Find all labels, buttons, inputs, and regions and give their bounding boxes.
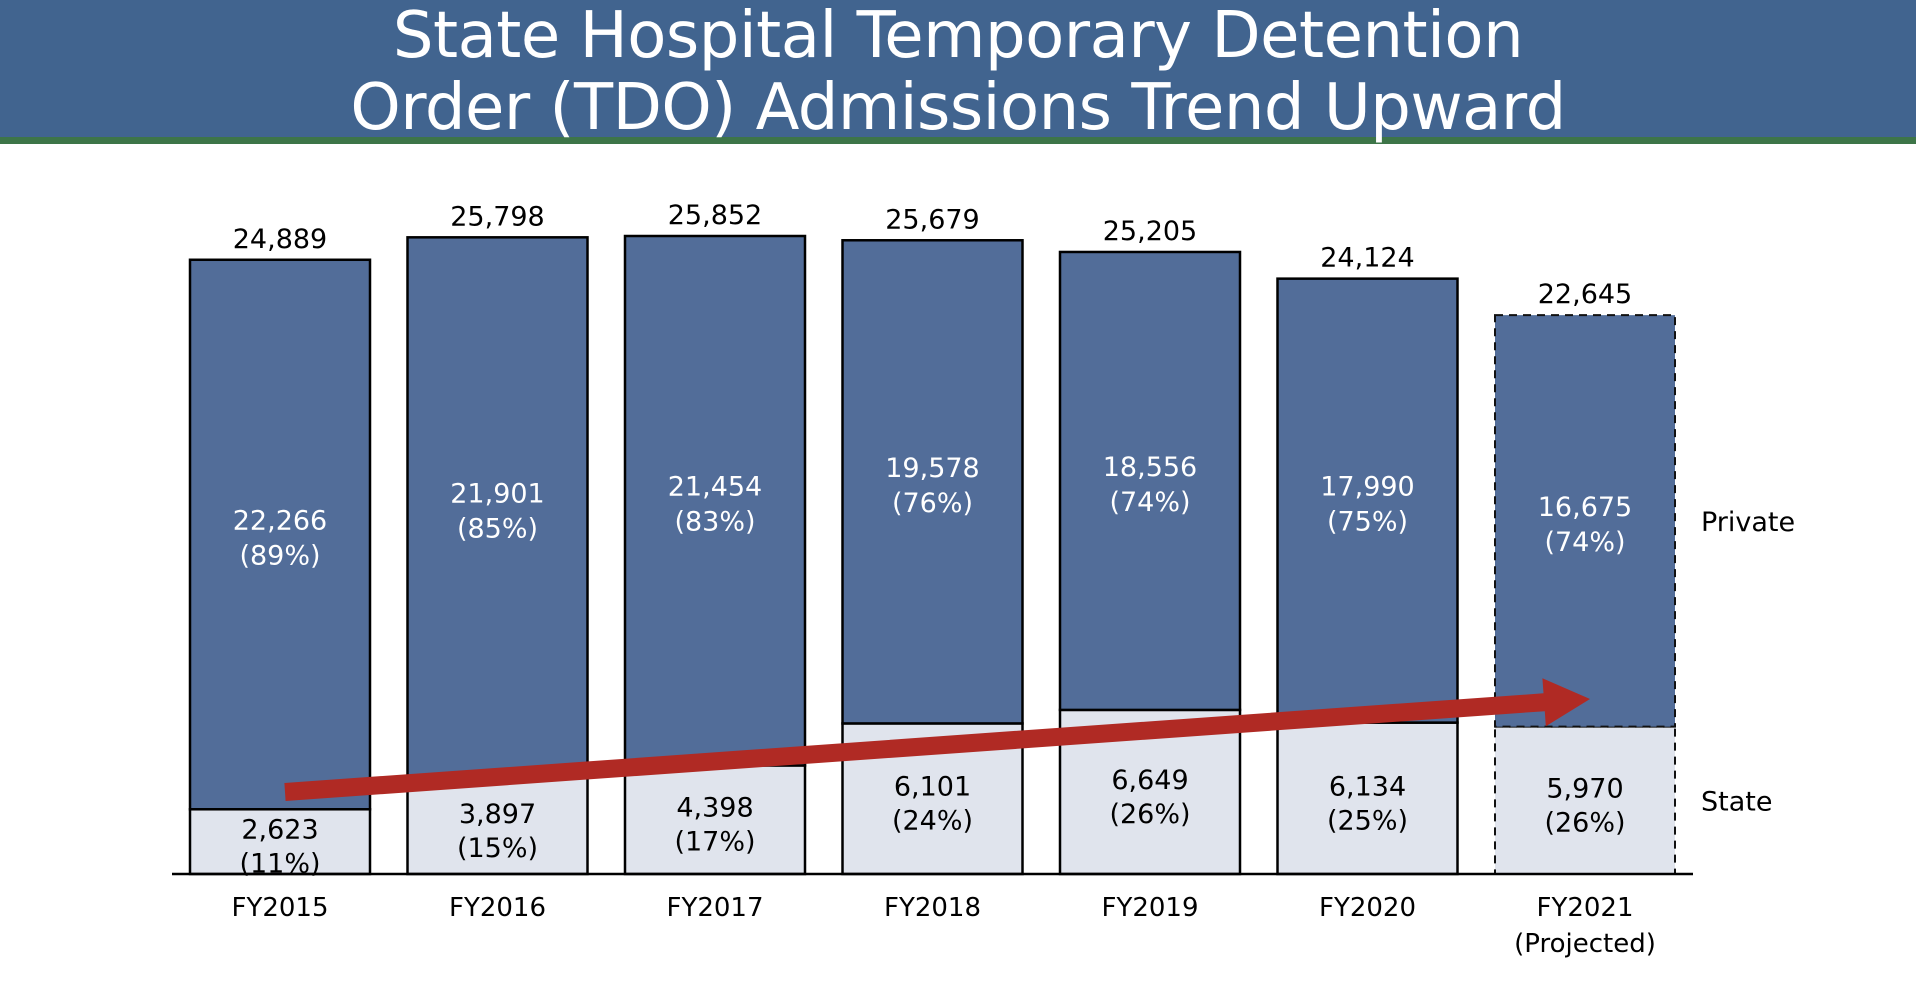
private-value-label: 16,675 bbox=[1538, 492, 1632, 523]
state-value-label: 5,970 bbox=[1546, 773, 1623, 804]
private-percent-label: (85%) bbox=[457, 514, 538, 545]
state-percent-label: (24%) bbox=[892, 806, 973, 837]
state-value-label: 6,134 bbox=[1329, 771, 1406, 802]
private-percent-label: (74%) bbox=[1544, 527, 1625, 558]
total-label: 24,889 bbox=[233, 224, 327, 255]
private-value-label: 22,266 bbox=[233, 506, 327, 537]
trend-arrow bbox=[284, 678, 1590, 801]
bar-private-fy2016 bbox=[406, 236, 589, 780]
private-value-label: 19,578 bbox=[885, 453, 979, 484]
x-tick-label: FY2020 bbox=[1319, 893, 1416, 923]
state-percent-label: (15%) bbox=[457, 833, 538, 864]
x-tick-label: FY2019 bbox=[1101, 893, 1198, 923]
total-label: 22,645 bbox=[1538, 279, 1632, 310]
bar-private-fy2020 bbox=[1276, 277, 1459, 724]
page-title: State Hospital Temporary Detention Order… bbox=[0, 0, 1916, 144]
private-value-label: 21,901 bbox=[450, 479, 544, 510]
x-tick-label: FY2018 bbox=[884, 893, 981, 923]
title-banner: State Hospital Temporary Detention Order… bbox=[0, 0, 1916, 144]
private-value-label: 21,454 bbox=[668, 472, 762, 503]
private-percent-label: (76%) bbox=[892, 488, 973, 519]
legend-private: Private bbox=[1701, 507, 1795, 538]
private-percent-label: (74%) bbox=[1109, 487, 1190, 518]
x-tick-label: FY2021 bbox=[1536, 893, 1633, 923]
state-value-label: 2,623 bbox=[241, 815, 318, 846]
x-tick-sublabel: (Projected) bbox=[1514, 929, 1656, 959]
state-percent-label: (25%) bbox=[1327, 805, 1408, 836]
bar-private-fy2019 bbox=[1058, 250, 1242, 712]
x-tick-label: FY2015 bbox=[231, 893, 328, 923]
state-percent-label: (26%) bbox=[1109, 799, 1190, 830]
private-percent-label: (83%) bbox=[674, 507, 755, 538]
total-label: 25,852 bbox=[668, 200, 762, 231]
x-tick-label: FY2016 bbox=[449, 893, 546, 923]
state-percent-label: (26%) bbox=[1544, 807, 1625, 838]
state-value-label: 4,398 bbox=[676, 793, 753, 824]
private-percent-label: (75%) bbox=[1327, 507, 1408, 538]
state-value-label: 6,649 bbox=[1111, 765, 1188, 796]
x-tick-label: FY2017 bbox=[666, 893, 763, 923]
bar-state-fy2016 bbox=[406, 776, 589, 876]
legend-state: State bbox=[1701, 786, 1772, 817]
bar-private-fy2015 bbox=[188, 258, 372, 811]
bar-private-fy2021 bbox=[1494, 314, 1676, 728]
private-percent-label: (89%) bbox=[239, 541, 320, 572]
total-label: 25,679 bbox=[885, 204, 979, 235]
bar-private-fy2018 bbox=[841, 239, 1024, 725]
total-label: 25,798 bbox=[450, 201, 544, 232]
private-value-label: 18,556 bbox=[1103, 452, 1197, 483]
stacked-bar-chart: 24,88922,266(89%)2,623(11%)FY201525,7982… bbox=[172, 200, 1795, 959]
state-value-label: 3,897 bbox=[459, 799, 536, 830]
private-value-label: 17,990 bbox=[1320, 472, 1414, 503]
bar-state-fy2015 bbox=[188, 808, 372, 876]
total-label: 24,124 bbox=[1320, 243, 1414, 274]
title-line-1: State Hospital Temporary Detention bbox=[392, 0, 1524, 73]
total-label: 25,205 bbox=[1103, 216, 1197, 247]
bar-state-fy2021 bbox=[1494, 725, 1676, 876]
state-percent-label: (17%) bbox=[674, 827, 755, 858]
state-value-label: 6,101 bbox=[894, 772, 971, 803]
title-line-2: Order (TDO) Admissions Trend Upward bbox=[350, 71, 1566, 145]
